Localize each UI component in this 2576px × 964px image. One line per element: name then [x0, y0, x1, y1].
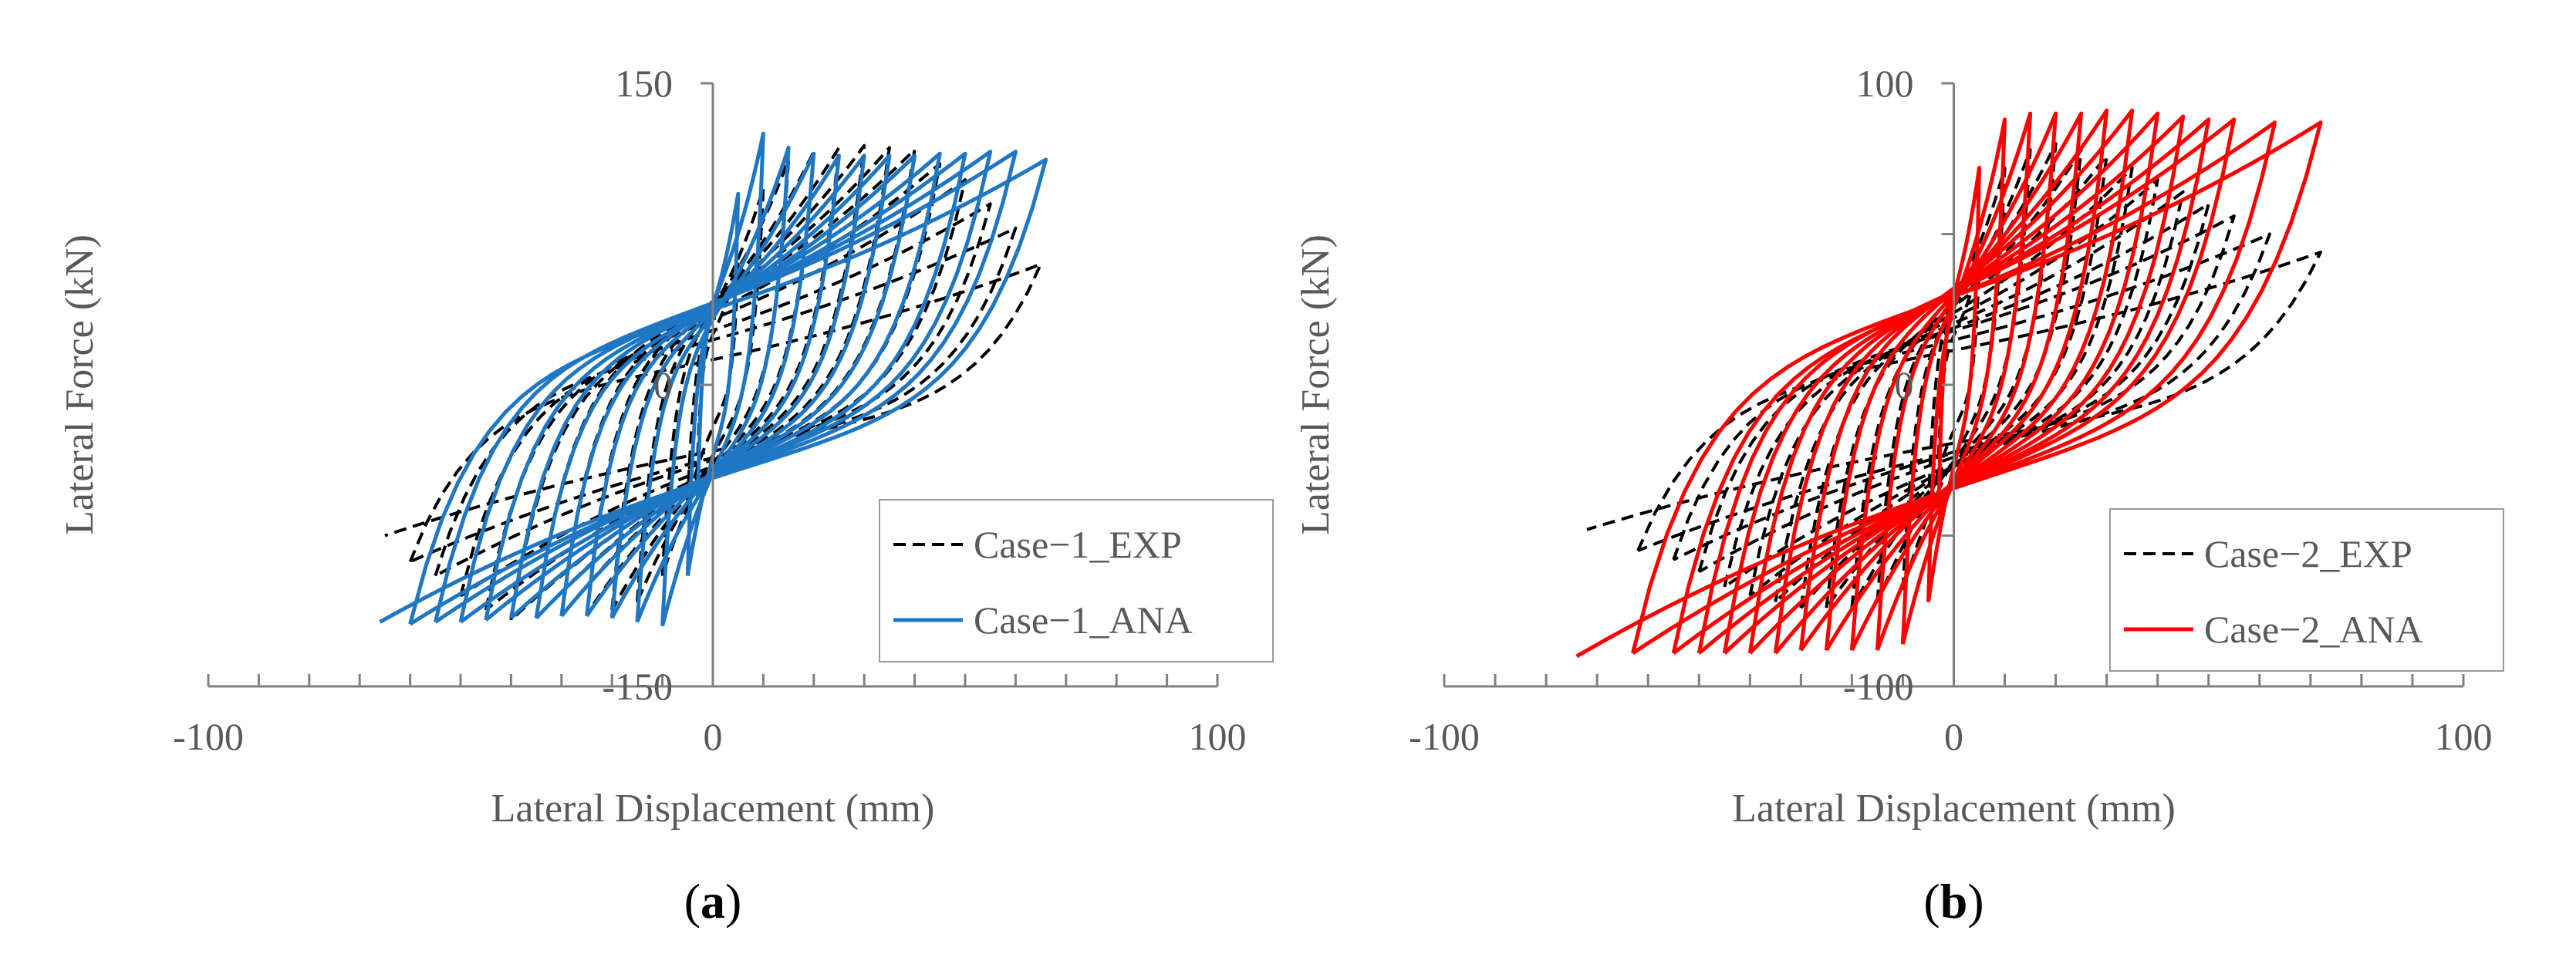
series-ana: [379, 131, 1048, 627]
panel-label: (a): [684, 874, 742, 929]
plot-area: [1575, 108, 2323, 659]
hysteresis-loop: [1850, 111, 2058, 652]
y-tick-label: 100: [1856, 62, 1914, 105]
hysteresis-loop: [535, 153, 892, 620]
hysteresis-loop: [660, 131, 765, 627]
panel-a: -100 0 100 -150 0 150 Lateral Displacement (mm…: [58, 62, 1274, 929]
hysteresis-loop: [1724, 190, 2185, 597]
hysteresis-loop: [1799, 108, 2109, 652]
y-axis-title: Lateral Force (kN): [58, 234, 102, 535]
legend-label: Case−1_EXP: [974, 523, 1182, 566]
series-ana: [1575, 108, 2323, 659]
hysteresis-loop: [635, 145, 791, 626]
legend: Case−2_EXP Case−2_ANA: [2109, 508, 2504, 672]
hysteresis-loop: [610, 151, 816, 622]
x-axis-title: Lateral Displacement (mm): [491, 787, 935, 831]
hysteresis-loop: [1586, 251, 2323, 551]
hysteresis-loop: [1875, 111, 2033, 651]
hysteresis-loop: [1575, 120, 2323, 659]
x-tick-label: -100: [173, 715, 244, 758]
x-tick-label: 100: [2435, 715, 2493, 758]
y-tick-label: -150: [602, 665, 673, 708]
panel-b: -100 0 100 -100 0 100 Lateral Displacement (mm…: [1294, 62, 2504, 929]
hysteresis-loop: [509, 153, 917, 620]
y-tick-label: 150: [615, 62, 673, 105]
hysteresis-loop: [434, 150, 993, 624]
hysteresis-loop: [1632, 120, 2277, 656]
axes: -100 0 100 -100 0 100: [1409, 62, 2492, 758]
x-tick-label: 100: [1189, 715, 1247, 758]
legend-label: Case−2_ANA: [2204, 608, 2423, 651]
x-tick-label: 0: [1944, 715, 1963, 758]
x-tick-label: -100: [1409, 715, 1480, 758]
plot-area: [379, 131, 1048, 627]
legend: Case−1_EXP Case−1_ANA: [879, 499, 1274, 662]
panel-label: (b): [1923, 874, 1983, 929]
y-tick-label: 0: [653, 363, 673, 406]
hysteresis-loop: [1825, 111, 2084, 652]
hysteresis-loop: [1698, 202, 2210, 588]
legend-label: Case−2_EXP: [2204, 532, 2412, 575]
y-tick-label: 0: [1895, 363, 1914, 406]
hysteresis-loop: [409, 150, 1018, 626]
legend-label: Case−1_ANA: [974, 598, 1193, 642]
y-axis-title: Lateral Force (kN): [1294, 234, 1338, 535]
hysteresis-loop: [409, 226, 1018, 577]
legend-box: [2109, 508, 2504, 672]
hysteresis-loop: [379, 157, 1048, 625]
x-tick-label: 0: [704, 715, 723, 758]
hysteresis-loop: [459, 178, 967, 611]
hysteresis-loop: [585, 153, 841, 619]
y-tick-label: -100: [1843, 665, 1914, 708]
hysteresis-loop: [1799, 153, 2108, 609]
axes: -100 0 100 -150 0 150: [173, 62, 1246, 758]
x-axis-title: Lateral Displacement (mm): [1732, 787, 2176, 831]
legend-box: [879, 499, 1274, 662]
hysteresis-loop: [559, 153, 866, 618]
